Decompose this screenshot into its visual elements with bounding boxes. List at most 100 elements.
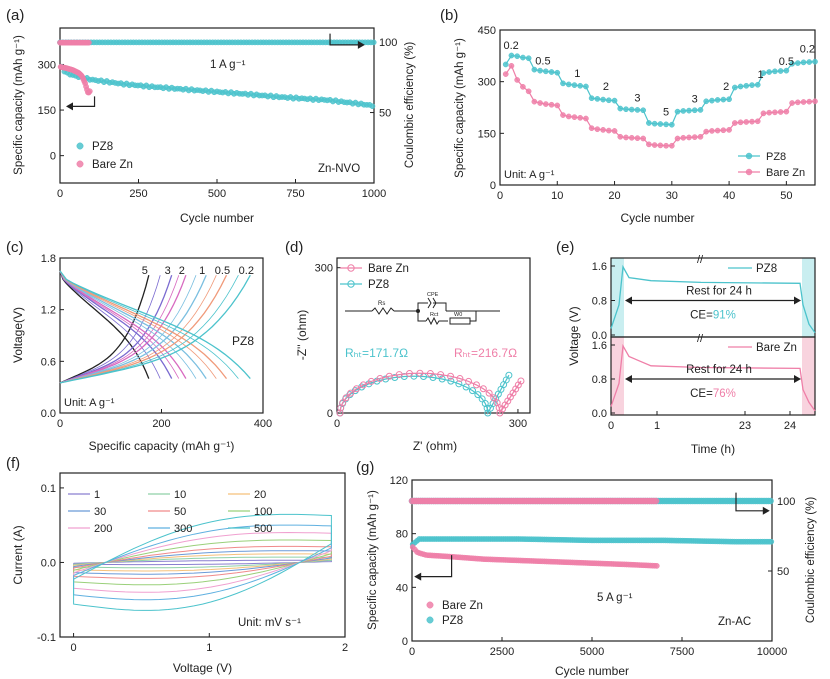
- arrow-left-axis: [70, 96, 96, 108]
- data-point: [766, 109, 773, 116]
- data-point: [731, 120, 738, 126]
- data-point: [514, 77, 521, 83]
- discharge-curve: [59, 270, 251, 380]
- data-point: [749, 118, 755, 125]
- y2-tick-label: 50: [379, 108, 391, 120]
- x-tick-label: 250: [129, 188, 147, 200]
- rate-label: 0.5: [215, 265, 230, 277]
- y-tick-label: 150: [478, 128, 496, 140]
- legend-marker: [745, 168, 753, 176]
- x-tick-label: 0: [608, 420, 614, 432]
- rate-label: 0.2: [504, 40, 519, 52]
- pz8-capacity-point: [768, 538, 775, 545]
- legend-marker: [745, 152, 753, 160]
- nyquist-point: [367, 377, 375, 385]
- nyquist-point: [437, 371, 445, 379]
- x-tick-label: 1: [654, 420, 660, 432]
- nyquist-point: [336, 409, 344, 417]
- x-tick-label: 24: [784, 420, 796, 432]
- nyquist-point: [490, 394, 498, 402]
- nyquist-point: [405, 370, 413, 378]
- ce-value: 76%: [713, 388, 736, 400]
- data-point: [628, 106, 635, 113]
- y-tick-label: 300: [315, 263, 333, 275]
- data-point: [754, 118, 761, 125]
- nyquist-point: [456, 375, 464, 383]
- y-axis-label: Specific capacity (mAh g⁻¹): [13, 35, 25, 175]
- discharge-curve: [59, 270, 228, 380]
- x-tick-label: 50: [780, 190, 792, 202]
- legend-label: 500: [254, 523, 272, 535]
- y2-tick-label: 100: [777, 496, 795, 508]
- panel-d: (d) 00 300 300 Z' (ohm) -Z'' (ohm) Bare Zn PZ8 R…: [285, 239, 531, 453]
- data-point: [623, 106, 629, 113]
- panel-a: (a) 0 250 500 750 1000 0 150 300 50 100 Cycle numbe…: [6, 7, 416, 225]
- data-point: [605, 127, 612, 134]
- data-point: [542, 101, 549, 107]
- x-tick-label: 30: [666, 190, 678, 202]
- discharge-curve-minor: [59, 270, 161, 379]
- data-point: [583, 83, 589, 90]
- rate-label: 2: [723, 81, 729, 93]
- circuit-label-rs: Rs: [378, 301, 385, 307]
- data-point: [583, 115, 589, 122]
- y-tick-label: 1.6: [592, 261, 607, 273]
- x-axis-label: Cycle number: [620, 211, 694, 225]
- discharge-curve-minor: [59, 270, 239, 379]
- plot-frame: [499, 29, 816, 186]
- nyquist-line-pz8: [339, 374, 510, 415]
- y-tick-label: 0.8: [592, 374, 607, 386]
- data-point: [668, 142, 675, 149]
- legend-label: Bare Zn: [766, 167, 805, 179]
- voltage-curve: [610, 343, 816, 412]
- data-point: [663, 121, 669, 128]
- data-point: [686, 134, 692, 141]
- data-point: [709, 97, 715, 104]
- y-tick-label: 1.2: [41, 305, 56, 317]
- x-tick-label: 2: [342, 642, 348, 654]
- cv-loop: [73, 531, 332, 593]
- x-tick-label: 23: [739, 420, 751, 432]
- legend-label: 20: [254, 489, 266, 501]
- legend-marker: [347, 280, 355, 288]
- rate-label: 5: [142, 265, 148, 277]
- pz8-capacity-point: [369, 103, 376, 110]
- y2-axis-label: Coulombic efficiency (%): [404, 42, 416, 169]
- nyquist-point: [339, 399, 347, 407]
- data-point: [743, 82, 750, 89]
- data-point: [777, 68, 784, 74]
- panel-label: (e): [556, 239, 574, 256]
- y-tick-label: 1.6: [592, 340, 607, 352]
- nyquist-point: [483, 404, 491, 412]
- nyquist-point: [447, 377, 455, 385]
- y-tick-label: 150: [38, 105, 56, 117]
- panel-label: (c): [6, 239, 24, 256]
- x-axis-label: Cycle number: [180, 211, 254, 225]
- y-tick-label: 0.0: [41, 408, 56, 420]
- legend-label: 300: [174, 523, 192, 535]
- data-point: [640, 107, 647, 114]
- nyquist-point: [462, 383, 470, 391]
- x-tick-label: 0: [334, 418, 340, 430]
- data-point: [800, 59, 807, 66]
- rest-label: Rest for 24 h: [686, 364, 752, 376]
- data-point: [548, 69, 555, 75]
- rest-arrow-head-right: [794, 296, 801, 305]
- barezn-capacity-point: [86, 88, 93, 95]
- data-point: [720, 127, 727, 134]
- data-point: [737, 83, 744, 90]
- nyquist-point: [353, 385, 361, 393]
- legend-marker-pz8: [76, 142, 84, 150]
- data-point: [789, 60, 795, 67]
- y-axis-label: Voltage (V): [567, 306, 581, 365]
- x-tick-label: 2500: [490, 646, 514, 658]
- legend-marker: [426, 616, 434, 624]
- legend-label: PZ8: [368, 279, 389, 291]
- x-axis-label: Time (h): [691, 442, 735, 456]
- data-point: [680, 108, 687, 114]
- barezn-ce-point: [86, 39, 92, 46]
- data-point: [646, 141, 652, 148]
- data-point: [731, 84, 738, 91]
- data-point: [588, 125, 595, 132]
